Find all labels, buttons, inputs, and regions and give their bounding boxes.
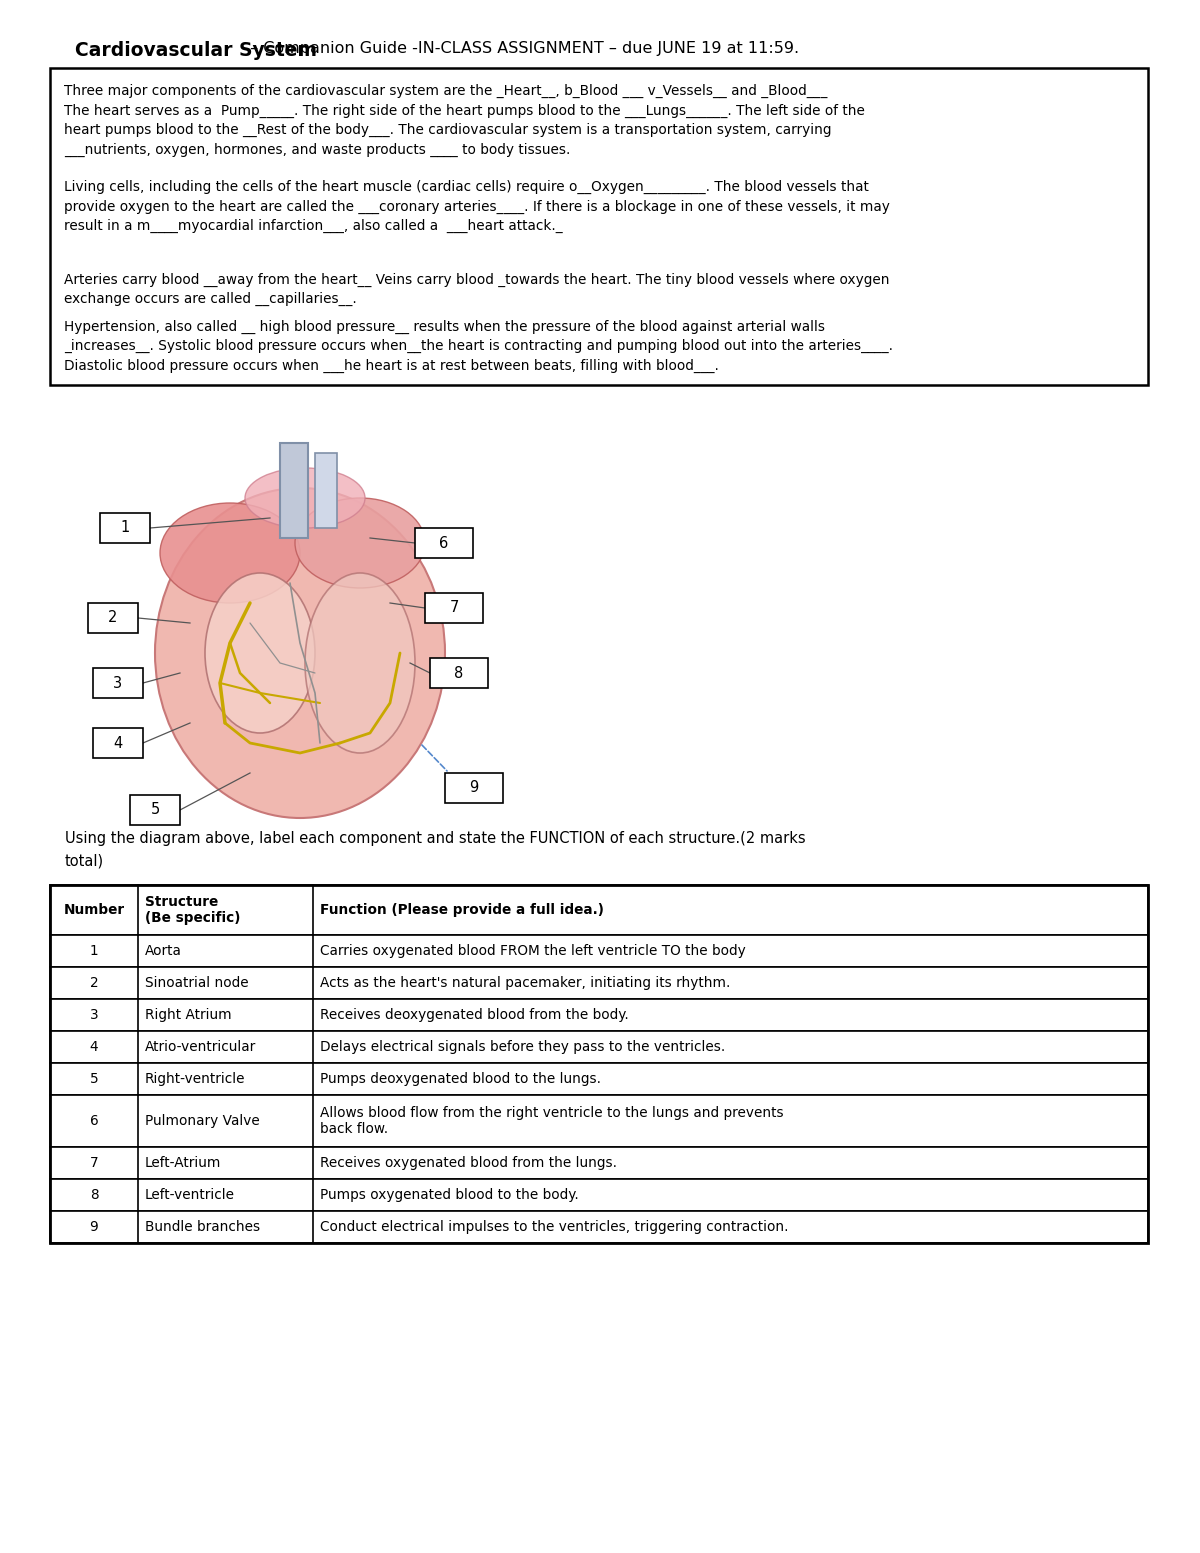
Text: Function (Please provide a full idea.): Function (Please provide a full idea.) bbox=[320, 902, 604, 916]
Bar bbox=[50, 1179, 1148, 1211]
Bar bbox=[50, 1062, 1148, 1095]
Text: Arteries carry blood __away from the heart__ Veins carry blood _towards the hear: Arteries carry blood __away from the hea… bbox=[64, 272, 889, 287]
Text: Pumps deoxygenated blood to the lungs.: Pumps deoxygenated blood to the lungs. bbox=[320, 1072, 601, 1086]
Text: 7: 7 bbox=[449, 601, 458, 615]
Bar bbox=[94, 668, 143, 697]
Text: result in a m____myocardial infarction___, also called a  ___heart attack._: result in a m____myocardial infarction__… bbox=[64, 219, 563, 233]
Text: provide oxygen to the heart are called the ___coronary arteries____. If there is: provide oxygen to the heart are called t… bbox=[64, 199, 890, 214]
Text: Sinoatrial node: Sinoatrial node bbox=[145, 975, 248, 989]
Bar bbox=[50, 1031, 1148, 1062]
Bar bbox=[280, 443, 308, 537]
Text: 3: 3 bbox=[90, 1008, 98, 1022]
Text: exchange occurs are called __capillaries__.: exchange occurs are called __capillaries… bbox=[64, 292, 356, 306]
Text: ___nutrients, oxygen, hormones, and waste products ____ to body tissues.: ___nutrients, oxygen, hormones, and wast… bbox=[64, 143, 570, 157]
Text: 3: 3 bbox=[114, 676, 122, 691]
Text: The heart serves as a  Pump_____. The right side of the heart pumps blood to the: The heart serves as a Pump_____. The rig… bbox=[64, 104, 865, 118]
Text: 8: 8 bbox=[90, 1188, 98, 1202]
Text: 6: 6 bbox=[90, 1114, 98, 1127]
Text: Right-ventricle: Right-ventricle bbox=[145, 1072, 246, 1086]
Bar bbox=[94, 728, 143, 758]
Ellipse shape bbox=[160, 503, 300, 603]
Text: Living cells, including the cells of the heart muscle (cardiac cells) require o_: Living cells, including the cells of the… bbox=[64, 180, 869, 194]
Text: Aorta: Aorta bbox=[145, 944, 182, 958]
Text: Receives deoxygenated blood from the body.: Receives deoxygenated blood from the bod… bbox=[320, 1008, 629, 1022]
Text: total): total) bbox=[65, 853, 104, 868]
Ellipse shape bbox=[245, 467, 365, 528]
Ellipse shape bbox=[155, 488, 445, 818]
Bar bbox=[50, 885, 1148, 935]
Text: 9: 9 bbox=[469, 781, 479, 795]
Bar bbox=[130, 795, 180, 825]
Bar bbox=[50, 1148, 1148, 1179]
Text: Left-ventricle: Left-ventricle bbox=[145, 1188, 235, 1202]
Text: Conduct electrical impulses to the ventricles, triggering contraction.: Conduct electrical impulses to the ventr… bbox=[320, 1221, 788, 1235]
Text: Delays electrical signals before they pass to the ventricles.: Delays electrical signals before they pa… bbox=[320, 1041, 725, 1054]
Text: 4: 4 bbox=[113, 736, 122, 750]
Text: Left-Atrium: Left-Atrium bbox=[145, 1155, 221, 1169]
Text: 8: 8 bbox=[455, 666, 463, 680]
Text: heart pumps blood to the __Rest of the body___. The cardiovascular system is a t: heart pumps blood to the __Rest of the b… bbox=[64, 123, 832, 137]
Ellipse shape bbox=[305, 573, 415, 753]
Text: 2: 2 bbox=[90, 975, 98, 989]
Text: Hypertension, also called __ high blood pressure__ results when the pressure of : Hypertension, also called __ high blood … bbox=[64, 320, 826, 334]
Bar bbox=[314, 453, 337, 528]
Text: Pumps oxygenated blood to the body.: Pumps oxygenated blood to the body. bbox=[320, 1188, 578, 1202]
Text: Pulmonary Valve: Pulmonary Valve bbox=[145, 1114, 259, 1127]
Text: 5: 5 bbox=[150, 803, 160, 817]
Text: Using the diagram above, label each component and state the FUNCTION of each str: Using the diagram above, label each comp… bbox=[65, 831, 805, 846]
Text: 6: 6 bbox=[439, 536, 449, 550]
Ellipse shape bbox=[205, 573, 314, 733]
Text: – Companion Guide -IN-CLASS ASSIGNMENT – due JUNE 19 at 11:59.: – Companion Guide -IN-CLASS ASSIGNMENT –… bbox=[245, 40, 799, 56]
Text: 1: 1 bbox=[90, 944, 98, 958]
Bar bbox=[430, 658, 488, 688]
Text: 1: 1 bbox=[120, 520, 130, 536]
Text: 5: 5 bbox=[90, 1072, 98, 1086]
Bar bbox=[425, 593, 482, 623]
Bar bbox=[50, 968, 1148, 999]
Text: Atrio-ventricular: Atrio-ventricular bbox=[145, 1041, 257, 1054]
Text: Number: Number bbox=[64, 902, 125, 916]
Bar bbox=[415, 528, 473, 558]
Text: 2: 2 bbox=[108, 610, 118, 626]
Bar bbox=[50, 68, 1148, 385]
Text: 7: 7 bbox=[90, 1155, 98, 1169]
Text: Structure
(Be specific): Structure (Be specific) bbox=[145, 895, 240, 926]
Text: Receives oxygenated blood from the lungs.: Receives oxygenated blood from the lungs… bbox=[320, 1155, 617, 1169]
Text: 9: 9 bbox=[90, 1221, 98, 1235]
Bar bbox=[88, 603, 138, 634]
Text: Bundle branches: Bundle branches bbox=[145, 1221, 260, 1235]
Bar bbox=[100, 512, 150, 544]
Bar bbox=[50, 885, 1148, 1242]
Text: Carries oxygenated blood FROM the left ventricle TO the body: Carries oxygenated blood FROM the left v… bbox=[320, 944, 745, 958]
Text: 4: 4 bbox=[90, 1041, 98, 1054]
Text: Right Atrium: Right Atrium bbox=[145, 1008, 232, 1022]
Bar bbox=[50, 999, 1148, 1031]
Bar bbox=[445, 773, 503, 803]
Text: Allows blood flow from the right ventricle to the lungs and prevents
back flow.: Allows blood flow from the right ventric… bbox=[320, 1106, 784, 1137]
Text: Diastolic blood pressure occurs when ___he heart is at rest between beats, filli: Diastolic blood pressure occurs when ___… bbox=[64, 359, 719, 373]
Bar bbox=[50, 1211, 1148, 1242]
Bar bbox=[50, 935, 1148, 968]
Bar bbox=[50, 1095, 1148, 1148]
Text: _increases__. Systolic blood pressure occurs when__the heart is contracting and : _increases__. Systolic blood pressure oc… bbox=[64, 339, 893, 353]
Text: Cardiovascular System: Cardiovascular System bbox=[74, 40, 317, 61]
Text: Three major components of the cardiovascular system are the _Heart__, b_Blood __: Three major components of the cardiovasc… bbox=[64, 84, 827, 98]
Ellipse shape bbox=[295, 499, 425, 589]
Text: Acts as the heart's natural pacemaker, initiating its rhythm.: Acts as the heart's natural pacemaker, i… bbox=[320, 975, 731, 989]
